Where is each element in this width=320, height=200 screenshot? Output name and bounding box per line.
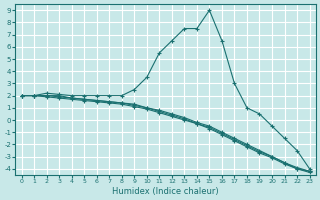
X-axis label: Humidex (Indice chaleur): Humidex (Indice chaleur) bbox=[112, 187, 219, 196]
